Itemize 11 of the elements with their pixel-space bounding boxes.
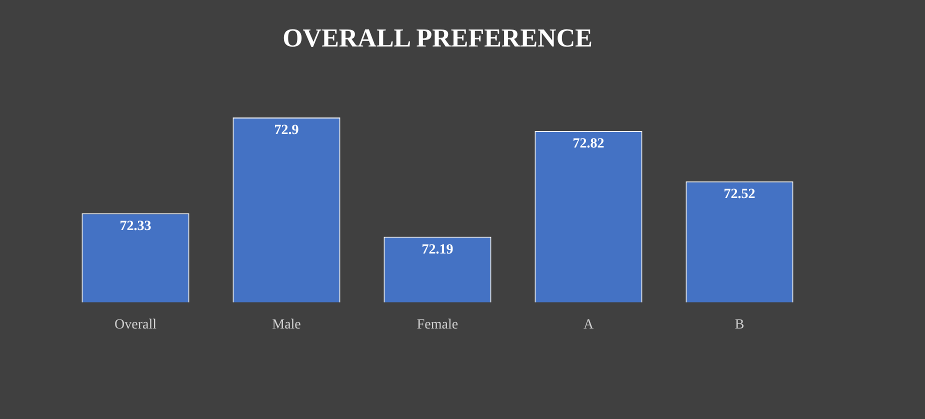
x-tick-label: Male <box>272 317 301 332</box>
data-label: 72.33 <box>120 218 152 234</box>
x-tick-label: A <box>583 317 594 332</box>
x-tick-label: Female <box>416 317 458 332</box>
data-label: 72.82 <box>572 136 604 152</box>
chart-title: OVERALL PREFERENCE <box>282 23 592 52</box>
data-label: 72.19 <box>422 242 454 258</box>
x-tick-label: Overall <box>114 317 157 332</box>
data-label: 72.52 <box>724 186 756 202</box>
x-tick-label: B <box>734 317 744 332</box>
data-label: 72.9 <box>274 123 299 138</box>
